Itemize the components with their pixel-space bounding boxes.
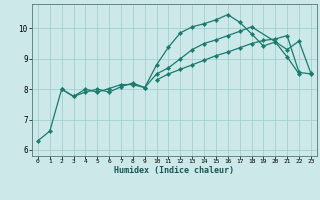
X-axis label: Humidex (Indice chaleur): Humidex (Indice chaleur)	[115, 166, 234, 175]
